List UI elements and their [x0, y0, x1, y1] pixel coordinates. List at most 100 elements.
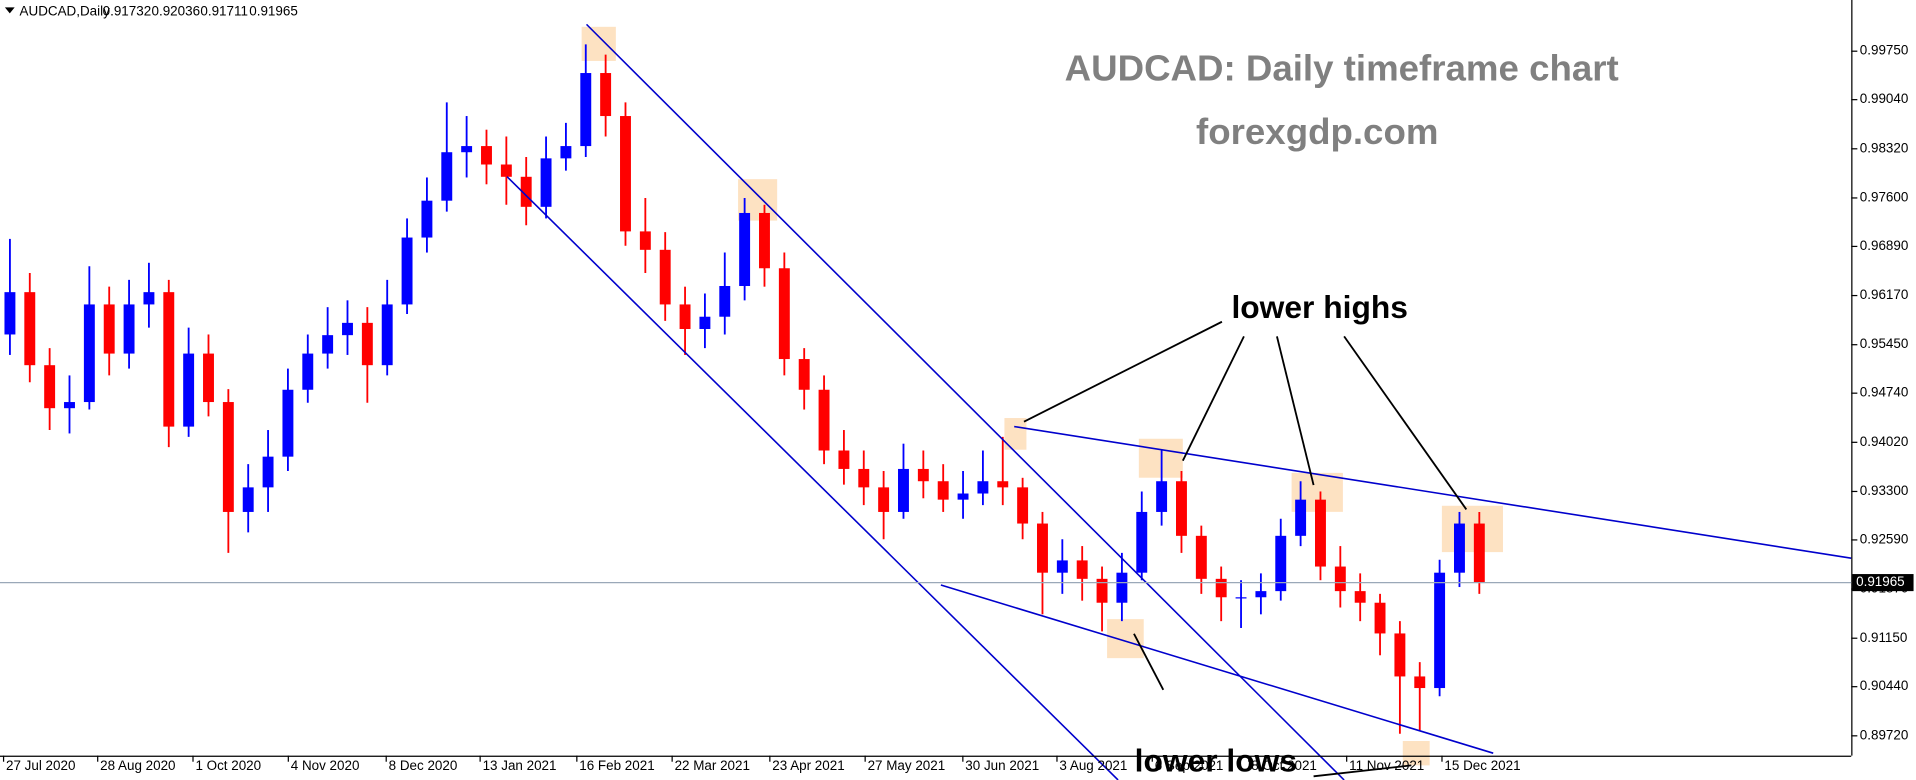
pointer-lines — [1023, 320, 1468, 778]
trend-lines — [506, 23, 1852, 780]
header-open: 0.91732 — [103, 4, 152, 19]
candle-body — [858, 468, 870, 488]
candle-body — [1176, 481, 1187, 536]
candle-body — [203, 353, 214, 403]
candle-body — [898, 468, 909, 512]
candle-body — [1076, 560, 1088, 579]
candle-body — [1037, 523, 1048, 573]
candle-body — [421, 200, 433, 238]
x-tick-label: 3 Aug 2021 — [1059, 758, 1127, 773]
x-tick-label: 1 Oct 2020 — [195, 758, 261, 773]
candle-body — [481, 146, 492, 165]
pointer — [1182, 335, 1245, 462]
candle-body — [600, 73, 612, 117]
candle-body — [1116, 572, 1128, 603]
x-tick-label: 4 Nov 2020 — [291, 758, 360, 773]
candle-body — [1295, 499, 1307, 536]
candle-body — [500, 164, 512, 177]
trend-line — [506, 176, 1119, 780]
y-tick-label: 0.94020 — [1860, 434, 1909, 449]
candle-body — [997, 481, 1009, 488]
candle-body — [163, 292, 175, 427]
candle-body — [222, 402, 234, 512]
candle-body — [1255, 591, 1267, 598]
y-tick-label: 0.94740 — [1860, 385, 1909, 400]
candle-body — [143, 292, 155, 305]
candle-body — [83, 304, 95, 403]
current-price-box — [1852, 574, 1914, 592]
pointer — [1343, 335, 1468, 510]
candle-body — [123, 304, 135, 354]
y-tick-label: 0.96170 — [1860, 287, 1909, 302]
candle-body — [699, 316, 711, 330]
candle-body — [620, 116, 631, 232]
candle-body — [1215, 578, 1227, 598]
candles — [4, 44, 1485, 734]
candle-body — [24, 292, 36, 366]
header-close: 0.91965 — [249, 4, 298, 19]
candle-body — [44, 365, 56, 409]
chart-title: AUDCAD: Daily timeframe chart — [1065, 47, 1619, 88]
candle-body — [64, 402, 75, 409]
y-tick-label: 0.96890 — [1860, 238, 1909, 253]
candle-body — [977, 481, 989, 494]
pointer — [1313, 764, 1412, 778]
candle-body — [461, 146, 473, 153]
candle-body — [639, 231, 651, 250]
x-tick-label: 15 Dec 2021 — [1444, 758, 1520, 773]
y-tick-label: 0.99750 — [1860, 43, 1909, 58]
candle-body — [917, 468, 929, 482]
y-tick-label: 0.90440 — [1860, 678, 1909, 693]
zone — [1402, 741, 1430, 766]
candle-body — [1056, 560, 1068, 573]
candle-body — [719, 286, 731, 317]
candle-body — [1414, 676, 1426, 689]
candle-body — [242, 487, 254, 512]
zone — [1004, 418, 1027, 450]
candle-body — [1195, 535, 1207, 579]
y-tick-label: 0.91150 — [1860, 630, 1908, 645]
candle-body — [878, 487, 890, 512]
candle-body — [1473, 523, 1485, 583]
candle-body — [322, 335, 334, 354]
candle-body — [401, 237, 413, 305]
chart-subtitle: forexgdp.com — [1196, 111, 1438, 152]
zone — [581, 26, 616, 61]
x-tick-label: 23 Apr 2021 — [772, 758, 844, 773]
candle-body — [679, 304, 691, 330]
header-high: 0.92036 — [152, 4, 201, 19]
candle-body — [937, 481, 949, 500]
axes: 0.99750 0.99040 0.98320 0.97600 0.96890 0.961… — [0, 43, 1914, 773]
candle-body — [520, 176, 532, 207]
trend-line — [1014, 425, 1852, 559]
pointer — [1023, 320, 1223, 423]
candle-body — [4, 292, 16, 335]
x-tick-label: 8 Dec 2020 — [389, 758, 458, 773]
candle-body — [381, 304, 393, 366]
candle-body — [1354, 591, 1366, 603]
zone — [1107, 619, 1144, 659]
y-tick-label: 0.95450 — [1860, 336, 1909, 351]
x-tick-label: 13 Jan 2021 — [483, 758, 557, 773]
header-low: 0.91711 — [200, 4, 248, 19]
annotation: lower lows — [1135, 743, 1297, 779]
x-tick-label: 27 May 2021 — [868, 758, 946, 773]
candle-body — [778, 268, 790, 360]
candle-body — [540, 158, 552, 207]
candle-body — [1454, 523, 1465, 573]
x-tick-label: 16 Feb 2021 — [579, 758, 654, 773]
current-price-label: 0.91965 — [1856, 574, 1905, 589]
candle-body — [183, 353, 195, 427]
y-tick-label: 0.93300 — [1860, 483, 1909, 498]
candle-body — [1394, 633, 1406, 677]
candle-body — [1434, 572, 1446, 689]
candle-body — [1156, 481, 1168, 512]
candle-body — [1374, 602, 1386, 634]
y-tick-label: 0.97600 — [1860, 190, 1909, 205]
symbol: AUDCAD,Daily — [20, 4, 111, 19]
candle-body — [302, 353, 314, 390]
candle-body — [361, 322, 373, 366]
y-tick-label: 0.89720 — [1860, 727, 1909, 742]
